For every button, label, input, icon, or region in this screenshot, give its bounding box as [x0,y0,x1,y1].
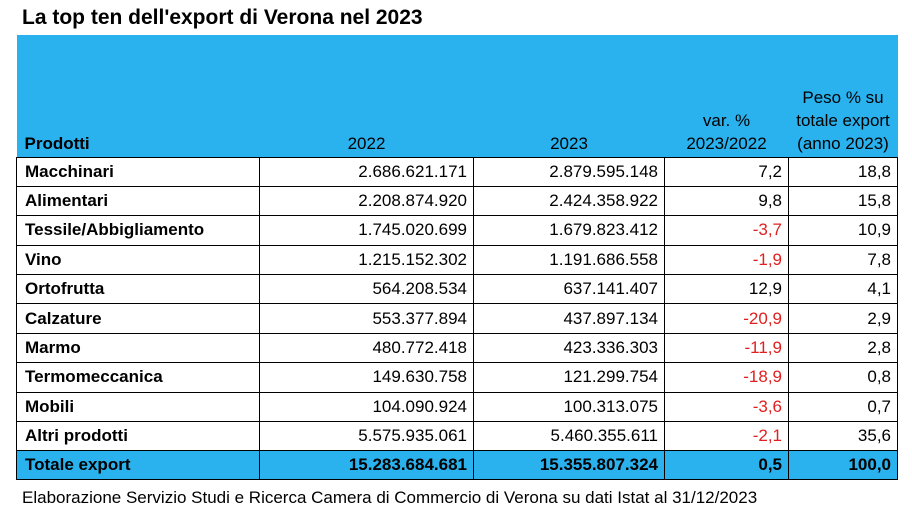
cell-var: 12,9 [664,274,789,305]
table-body: Macchinari 2.686.621.171 2.879.595.148 7,2 1… [16,156,898,452]
cell-var: -3,6 [664,391,789,423]
cell-weight: 2,9 [788,303,898,334]
cell-product: Altri prodotti [16,421,260,452]
cell-weight: 15,8 [788,185,898,217]
header-weight: Peso % su totale export (anno 2023) [788,35,898,157]
header-var-line2: 2023/2022 [686,133,767,153]
table-row: Termomeccanica 149.630.758 121.299.754 -18,… [16,362,898,393]
total-weight: 100,0 [788,450,898,481]
total-row: Totale export 15.283.684.681 15.355.807.… [16,450,898,481]
source-footnote: Elaborazione Servizio Studi e Ricerca Ca… [22,488,758,507]
cell-product: Mobili [16,391,260,423]
table-row: Marmo 480.772.418 423.336.303 -11,9 2,8 [16,332,898,364]
cell-2022: 553.377.894 [259,303,474,334]
cell-var: -18,9 [664,362,789,393]
cell-var: -2,1 [664,421,789,452]
cell-2023: 637.141.407 [473,274,665,305]
table-row: Calzature 553.377.894 437.897.134 -20,9 2,9 [16,303,898,334]
header-weight-line2: totale export [796,110,890,130]
cell-2022: 2.686.621.171 [259,156,474,187]
cell-var: -3,7 [664,215,789,246]
cell-weight: 18,8 [788,156,898,187]
cell-weight: 7,8 [788,244,898,276]
cell-2023: 121.299.754 [473,362,665,393]
cell-2023: 437.897.134 [473,303,665,334]
cell-weight: 10,9 [788,215,898,246]
export-table: Prodotti 2022 2023 var. % 2023/2022 Peso… [16,35,898,481]
cell-2023: 100.313.075 [473,391,665,423]
cell-var: -11,9 [664,332,789,364]
table-row: Mobili 104.090.924 100.313.075 -3,6 0,7 [16,391,898,423]
cell-product: Calzature [16,303,260,334]
cell-weight: 2,8 [788,332,898,364]
cell-weight: 4,1 [788,274,898,305]
table-row: Ortofrutta 564.208.534 637.141.407 12,9 4,1 [16,274,898,305]
cell-product: Marmo [16,332,260,364]
table-header: Prodotti 2022 2023 var. % 2023/2022 Peso… [16,35,898,157]
header-var: var. % 2023/2022 [664,35,789,157]
cell-product: Macchinari [16,156,260,187]
header-var-line1: var. % [702,110,751,130]
table-row: Alimentari 2.208.874.920 2.424.358.922 9,8 1… [16,185,898,217]
cell-weight: 0,8 [788,362,898,393]
table-total: Totale export 15.283.684.681 15.355.807.… [16,450,898,481]
page-title: La top ten dell'export di Verona nel 202… [22,6,423,29]
cell-var: -1,9 [664,244,789,276]
cell-product: Termomeccanica [16,362,260,393]
cell-2022: 2.208.874.920 [259,185,474,217]
total-2023: 15.355.807.324 [473,450,665,481]
cell-2022: 104.090.924 [259,391,474,423]
cell-var: 7,2 [664,156,789,187]
total-product: Totale export [16,450,260,481]
header-weight-line1: Peso % su [802,87,884,107]
table-row: Macchinari 2.686.621.171 2.879.595.148 7,2 1… [16,156,898,187]
cell-weight: 35,6 [788,421,898,452]
cell-2023: 5.460.355.611 [473,421,665,452]
cell-product: Tessile/Abbigliamento [16,215,260,246]
total-var: 0,5 [664,450,789,481]
cell-2023: 423.336.303 [473,332,665,364]
header-2022: 2022 [259,35,474,157]
header-product: Prodotti [16,35,260,157]
cell-var: -20,9 [664,303,789,334]
cell-2022: 5.575.935.061 [259,421,474,452]
cell-2023: 2.879.595.148 [473,156,665,187]
cell-2022: 1.215.152.302 [259,244,474,276]
cell-product: Ortofrutta [16,274,260,305]
cell-2022: 564.208.534 [259,274,474,305]
cell-2023: 1.191.686.558 [473,244,665,276]
cell-weight: 0,7 [788,391,898,423]
cell-var: 9,8 [664,185,789,217]
cell-2022: 480.772.418 [259,332,474,364]
table-row: Altri prodotti 5.575.935.061 5.460.355.611… [16,421,898,452]
cell-2022: 1.745.020.699 [259,215,474,246]
table-row: Vino 1.215.152.302 1.191.686.558 -1,9 7,8 [16,244,898,276]
cell-product: Vino [16,244,260,276]
cell-2022: 149.630.758 [259,362,474,393]
header-weight-line3: (anno 2023) [797,133,889,153]
table-row: Tessile/Abbigliamento 1.745.020.699 1.679.… [16,215,898,246]
cell-product: Alimentari [16,185,260,217]
cell-2023: 2.424.358.922 [473,185,665,217]
header-2023: 2023 [473,35,665,157]
total-2022: 15.283.684.681 [259,450,474,481]
cell-2023: 1.679.823.412 [473,215,665,246]
